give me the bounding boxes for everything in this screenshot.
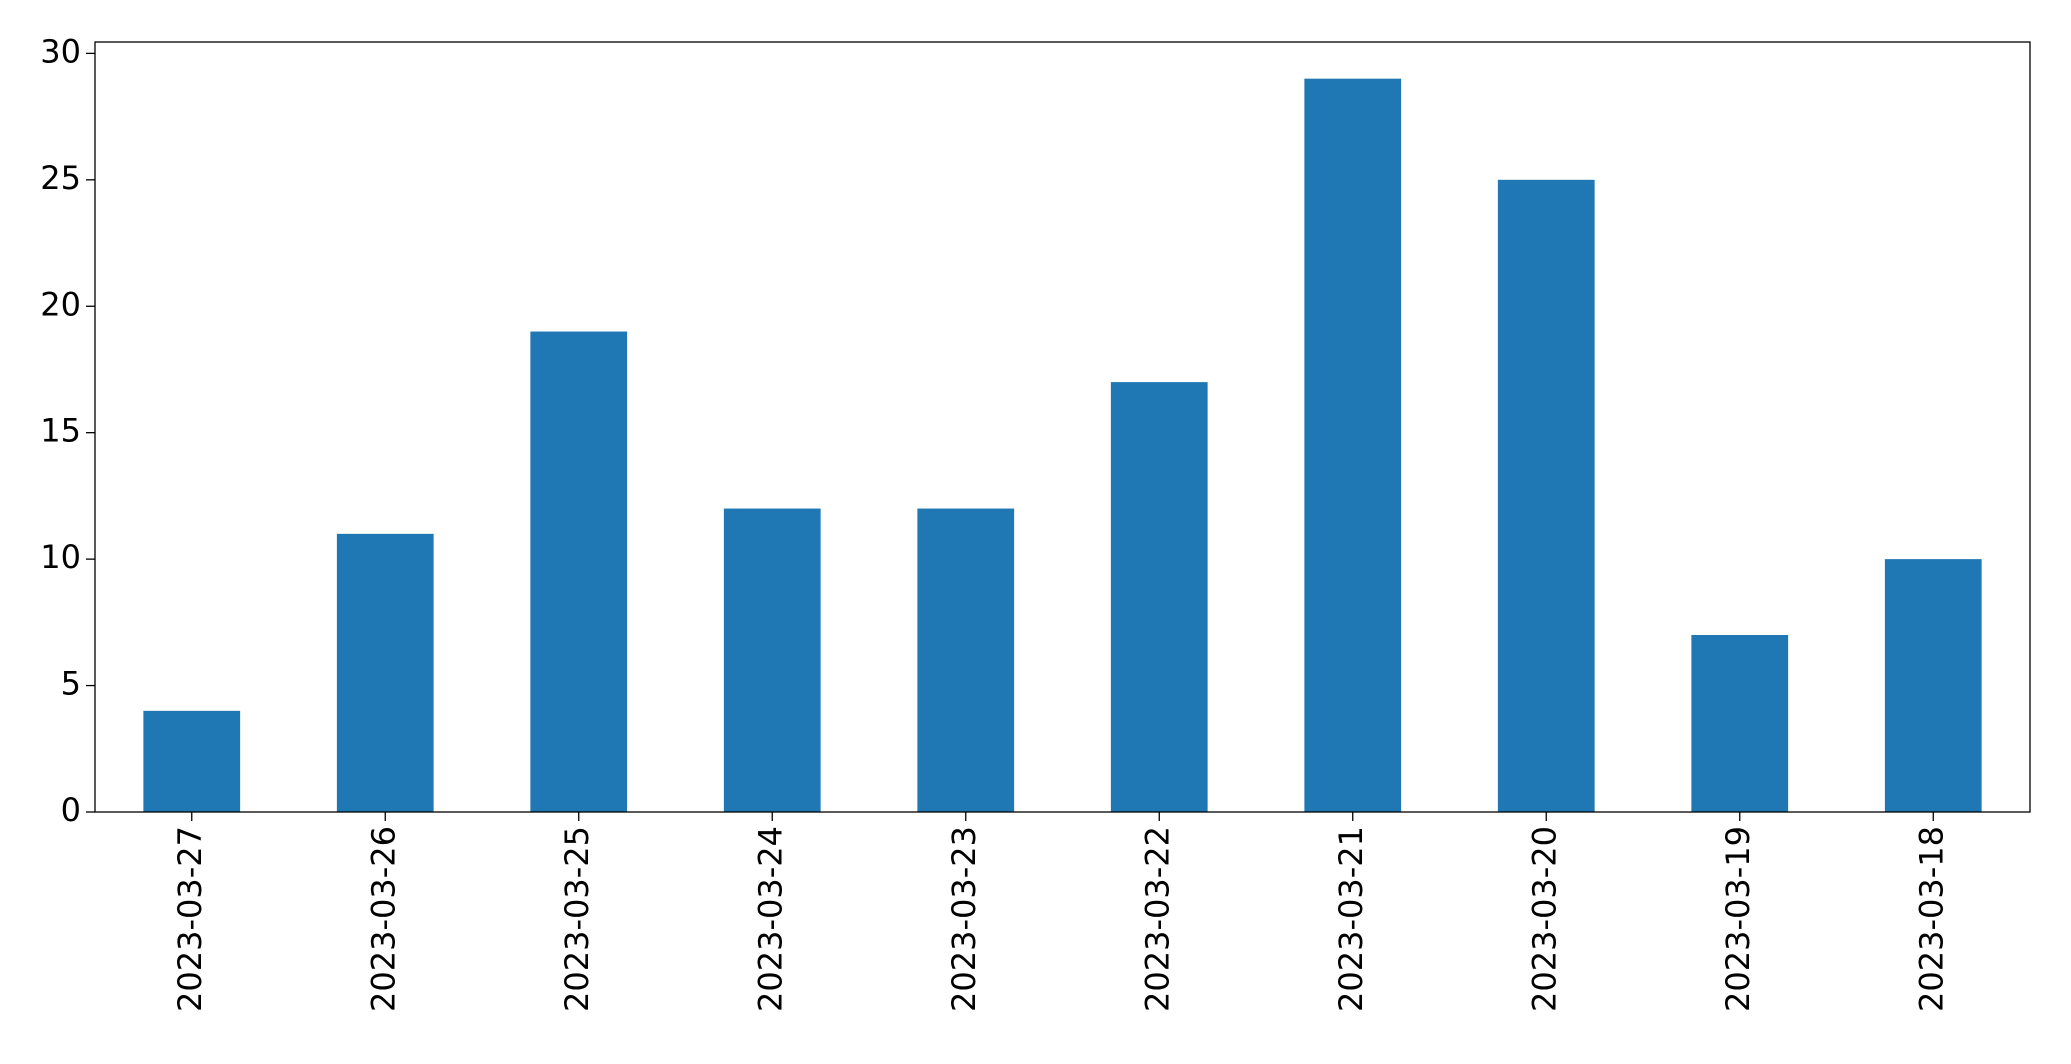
x-tick-label: 2023-03-25 <box>558 826 596 1012</box>
x-tick-label: 2023-03-18 <box>1912 826 1950 1012</box>
bar <box>143 710 241 812</box>
plot-frame <box>94 41 2031 813</box>
bar <box>336 533 434 812</box>
bar <box>1110 382 1208 812</box>
y-tick-label: 25 <box>40 159 81 197</box>
y-tick-label: 15 <box>40 412 81 450</box>
x-tick-label: 2023-03-24 <box>751 826 789 1012</box>
y-tick-label: 20 <box>40 285 81 323</box>
x-tick-label: 2023-03-21 <box>1332 826 1370 1012</box>
bar <box>723 508 821 812</box>
bar <box>1884 559 1982 812</box>
bar <box>917 508 1015 812</box>
y-tick-label: 0 <box>61 791 81 829</box>
bar <box>1691 634 1789 812</box>
y-tick-label: 30 <box>40 32 81 70</box>
bar <box>1304 78 1402 812</box>
x-tick-label: 2023-03-26 <box>364 826 402 1012</box>
bar <box>530 331 628 812</box>
y-tick-label: 10 <box>40 538 81 576</box>
bar <box>1497 179 1595 812</box>
x-tick-label: 2023-03-22 <box>1138 826 1176 1012</box>
x-tick-label: 2023-03-20 <box>1525 826 1563 1012</box>
x-tick-label: 2023-03-19 <box>1719 826 1757 1012</box>
x-tick-label: 2023-03-27 <box>171 826 209 1012</box>
x-tick-label: 2023-03-23 <box>945 826 983 1012</box>
y-tick-label: 5 <box>61 665 81 703</box>
